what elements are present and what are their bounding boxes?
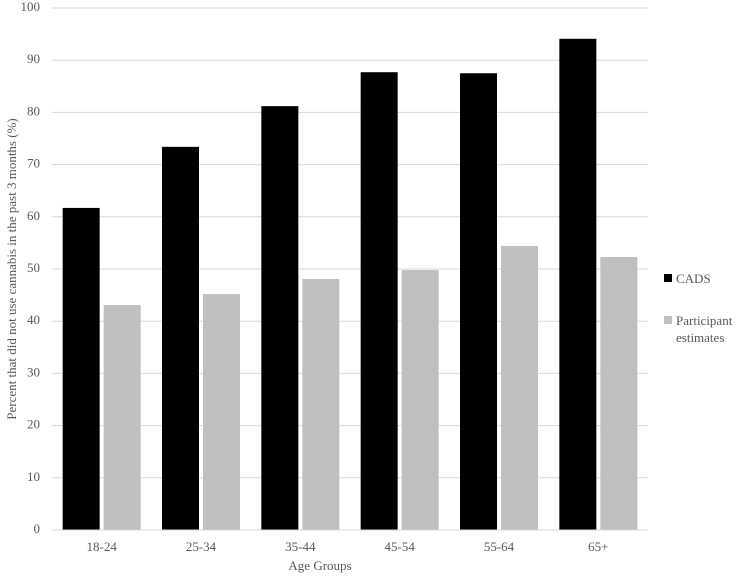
legend-label: CADS [676, 271, 711, 286]
y-tick-label: 60 [27, 208, 40, 223]
bar [559, 38, 597, 530]
x-tick-label: 18-24 [86, 539, 117, 554]
y-tick-label: 20 [27, 417, 40, 432]
y-tick-label: 40 [27, 312, 40, 327]
y-tick-label: 0 [34, 521, 41, 536]
bar [203, 294, 240, 530]
bar [103, 305, 141, 530]
y-tick-label: 100 [21, 0, 41, 14]
legend-label: Participant estimates [676, 313, 733, 345]
x-tick-label: 25-34 [186, 539, 217, 554]
bar [501, 246, 538, 531]
x-tick-label: 45-54 [384, 539, 415, 554]
y-tick-label: 10 [27, 469, 40, 484]
y-tick-label: 30 [27, 364, 40, 379]
y-tick-label: 50 [27, 260, 40, 275]
bar [62, 207, 100, 530]
x-tick-label: 65+ [588, 539, 608, 554]
bar [302, 278, 340, 530]
bar [261, 106, 299, 531]
bar [460, 73, 497, 530]
legend-swatch [664, 274, 672, 282]
x-tick-label: 55-64 [484, 539, 515, 554]
x-tick-label: 35-44 [285, 539, 316, 554]
bar [360, 72, 398, 531]
y-tick-label: 80 [27, 103, 40, 118]
bar [401, 270, 439, 530]
bar [600, 256, 638, 530]
y-tick-label: 90 [27, 51, 40, 66]
bar [162, 146, 199, 531]
y-tick-label: 70 [27, 156, 40, 171]
legend-swatch [664, 316, 672, 324]
y-axis-label: Percent that did not use cannabis in the… [4, 118, 19, 419]
x-axis-label: Age Groups [288, 558, 351, 573]
